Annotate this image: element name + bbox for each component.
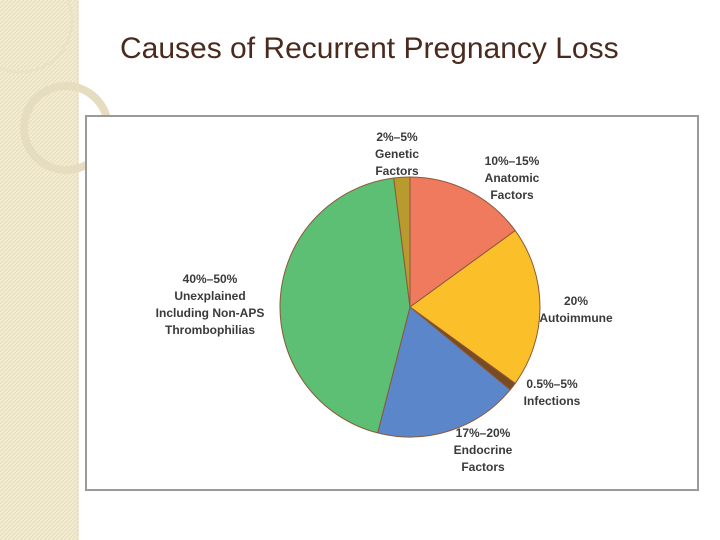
value-label: 10%–15%	[485, 154, 540, 168]
slice-label: Genetic	[375, 147, 419, 161]
slice-label: Endocrine	[454, 443, 513, 457]
slice-label: Anatomic	[485, 171, 540, 185]
pie-slice	[377, 306, 511, 438]
value-label: 0.5%–5%	[526, 377, 578, 391]
slice-label: Factors	[461, 460, 505, 474]
side-strip	[0, 0, 78, 540]
slide-title: Causes of Recurrent Pregnancy Loss	[120, 32, 619, 65]
value-label: 40%–50%	[183, 272, 238, 286]
pie-slice	[409, 229, 541, 385]
slice-label: Factors	[490, 188, 534, 202]
slice-label: Thrombophilias	[165, 323, 255, 337]
pie-slice	[409, 176, 516, 308]
slice-label: Unexplained	[174, 289, 245, 303]
value-label: 20%	[564, 294, 588, 308]
slice-label: Including Non-APS	[156, 306, 265, 320]
slice-label: Infections	[524, 394, 581, 408]
slice-label: Factors	[375, 164, 419, 178]
pie-slice	[393, 176, 411, 308]
pie: 10%–15% Anatomic Factors 20% Autoimmune 0.5%–…	[156, 130, 613, 474]
slice-label: Autoimmune	[539, 311, 613, 325]
value-label: 17%–20%	[456, 426, 511, 440]
pie-slice	[279, 177, 411, 434]
deco-circle	[0, 0, 74, 74]
value-label: 2%–5%	[376, 130, 418, 144]
